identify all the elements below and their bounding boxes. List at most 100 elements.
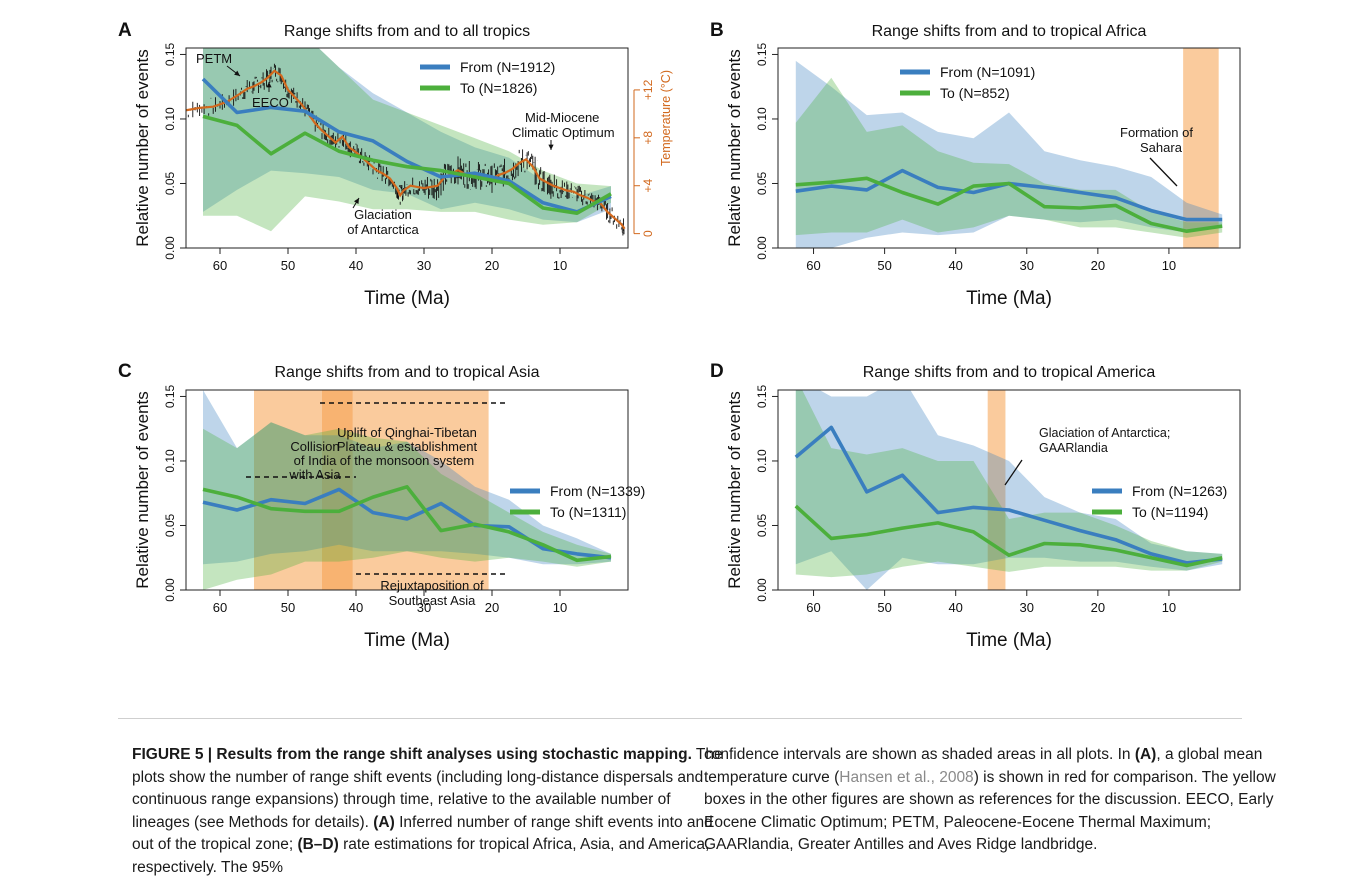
annotation-text: Uplift of Qinghai-Tibetan [337, 425, 477, 440]
plot-area [795, 48, 1223, 248]
highlight-region [987, 390, 1006, 590]
x-axis-label: Time (Ma) [364, 630, 450, 651]
panel-a: 0 +4 +8 +12 Temperature (°C) 60 50 40 30 20 10 0.00… [118, 20, 673, 309]
x-tick-label: 50 [877, 600, 891, 615]
plot-area [186, 48, 626, 236]
caption-text-5: , a global mean temperature curve ( [704, 746, 1263, 786]
series-line-to [202, 485, 612, 563]
caption-ref-bd: (B–D) [297, 836, 339, 853]
y-axis-label: Relative number of events [133, 49, 152, 247]
x-tick-label: 50 [281, 258, 295, 273]
x-tick-label: 20 [485, 258, 499, 273]
y-tick-label: 0.10 [755, 449, 769, 473]
legend-label: From (N=1263) [1132, 483, 1227, 499]
annotation-text: Rejuxtaposition of [380, 578, 484, 593]
x-tick-label: 20 [485, 600, 499, 615]
y-tick-label: 0.05 [755, 513, 769, 537]
caption-text-2: Inferred number of range shift events in… [132, 813, 713, 854]
plot-area [202, 390, 612, 590]
caption-right-column: confidence intervals are shown as shaded… [704, 744, 1304, 857]
annotation-arrowhead [353, 198, 359, 204]
plot-frame [185, 389, 629, 591]
annotation-guides [226, 65, 1178, 575]
x-tick-label: 60 [213, 600, 227, 615]
y-tick-label: 0.00 [163, 236, 177, 260]
x-tick-label: 60 [806, 600, 820, 615]
annotation-text: Southeast Asia [389, 593, 476, 608]
annotation-text: of Antarctica [347, 222, 419, 237]
y-tick-label: 0.15 [755, 42, 769, 66]
caption-left-column: FIGURE 5 | Results from the range shift … [132, 744, 732, 879]
y-tick-label: 0.15 [755, 384, 769, 408]
figure: 0 +4 +8 +12 Temperature (°C) 60 50 40 30 20 10 0.00… [118, 20, 1241, 651]
series-line-from [201, 77, 612, 214]
y-tick-label: 0.05 [163, 171, 177, 195]
caption-divider [118, 718, 1242, 719]
caption-text-3: rate estimations for tropical Africa, As… [132, 836, 710, 876]
x-tick-label: 30 [417, 600, 431, 615]
plot-frame [777, 47, 1241, 249]
plot-area [794, 390, 1223, 590]
x-tick-label: 50 [877, 258, 891, 273]
ci-band-to [203, 422, 611, 590]
y-tick-label: 0.05 [755, 171, 769, 195]
annotation-leader [1004, 459, 1023, 486]
temperature-axis-label: Temperature (°C) [659, 70, 673, 166]
x-tick-label: 10 [553, 258, 567, 273]
ci-band-to [795, 390, 1223, 578]
legend-label: To (N=1194) [1132, 504, 1208, 520]
y-axis-label: Relative number of events [133, 391, 152, 589]
x-tick-label: 60 [806, 258, 820, 273]
figure-svg: 0 +4 +8 +12 Temperature (°C) 60 50 40 30 20 10 0.00… [118, 20, 1241, 651]
x-tick-label: 50 [281, 600, 295, 615]
highlight-region [254, 390, 489, 590]
x-tick-label: 30 [1020, 258, 1034, 273]
panel-letter: D [710, 361, 724, 382]
series-line-to [202, 114, 612, 215]
caption-text-1: The plots show the number of range shift… [132, 746, 723, 831]
legend-label: To (N=852) [940, 85, 1010, 101]
annotation-text: with Asia [288, 467, 341, 482]
x-tick-label: 40 [948, 600, 962, 615]
x-tick-label: 20 [1091, 600, 1105, 615]
annotation-text: of the monsoon system [340, 453, 474, 468]
series-line-to [794, 504, 1223, 568]
caption-ref-a: (A) [373, 813, 395, 831]
y-tick-label: 0.10 [755, 107, 769, 131]
x-tick-label: 40 [948, 258, 962, 273]
caption-text-4: confidence intervals are shown as shaded… [704, 746, 1131, 763]
panel-title: Range shifts from and to all tropics [284, 23, 530, 40]
panel-c: 60 50 40 30 20 10 0.00 0.05 0.10 0.15 Time (Ma) Rel… [118, 361, 645, 651]
temperature-tick-label: +8 [641, 131, 655, 145]
y-tick-label: 0.00 [755, 236, 769, 260]
x-tick-label: 10 [1162, 600, 1176, 615]
annotation-text: Glaciation of Antarctica; [1039, 426, 1170, 440]
annotation-leader [1149, 157, 1178, 187]
panel-title: Range shifts from and to tropical Asia [274, 364, 539, 381]
citation-link[interactable]: Hansen et al., 2008 [839, 768, 974, 786]
series-line-from [202, 487, 612, 560]
series-line-to [795, 176, 1223, 233]
panel-letter: B [710, 20, 724, 41]
annotation-text: GAARlandia [1039, 441, 1108, 455]
ci-band-from [795, 60, 1223, 248]
y-tick-label: 0.15 [163, 42, 177, 66]
caption-text-6: ) is shown in red for comparison. The ye… [704, 768, 1276, 854]
annotation-text: Climatic Optimum [512, 125, 615, 140]
temperature-tick-label: 0 [641, 230, 655, 237]
x-tick-label: 10 [553, 600, 567, 615]
x-tick-label: 30 [417, 258, 431, 273]
legend-label: To (N=1826) [460, 80, 537, 96]
x-tick-label: 10 [1162, 258, 1176, 273]
x-tick-label: 30 [1020, 600, 1034, 615]
legend-label: From (N=1339) [550, 483, 645, 499]
legend-label: From (N=1912) [460, 59, 555, 75]
highlight-region [1183, 48, 1219, 248]
annotation-text: EECO [252, 95, 289, 110]
panel-letter: A [118, 20, 132, 41]
panel-title: Range shifts from and to tropical Africa [872, 23, 1147, 40]
annotation-text: of India [294, 453, 337, 468]
temperature-tick-label: +12 [641, 79, 655, 100]
annotation-text: Glaciation [354, 207, 412, 222]
x-tick-label: 20 [1091, 258, 1105, 273]
